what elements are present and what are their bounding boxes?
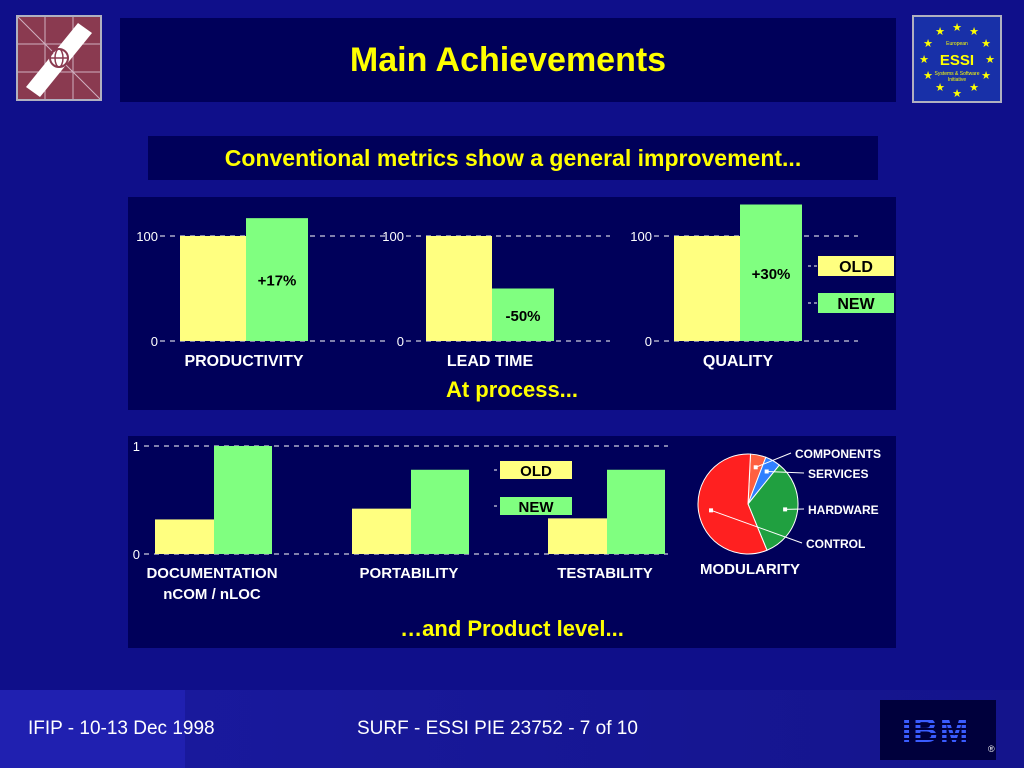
ifip-logo-graphic bbox=[17, 16, 101, 100]
bar-new bbox=[492, 288, 554, 341]
essi-logo-mark: ESSI bbox=[940, 52, 974, 69]
essi-logo-line4: Initiative bbox=[948, 77, 967, 83]
process-panel: 100 0 +17% PRODUCTIVITY 100 0 -50% LEAD TIME 100… bbox=[128, 197, 896, 410]
pie-anchor-dot bbox=[783, 507, 788, 512]
category-label: TESTABILITY bbox=[557, 565, 653, 582]
svg-text:★: ★ bbox=[952, 22, 962, 34]
legend-new-label: NEW bbox=[837, 296, 875, 313]
bar-new bbox=[740, 204, 802, 341]
svg-text:★: ★ bbox=[919, 54, 929, 66]
pie-slice-label: COMPONENTS bbox=[795, 447, 881, 461]
bar-old bbox=[548, 518, 607, 554]
svg-text:★: ★ bbox=[935, 82, 945, 94]
ytick-label: 0 bbox=[645, 334, 652, 349]
svg-text:★: ★ bbox=[985, 54, 995, 66]
svg-text:★: ★ bbox=[923, 38, 933, 50]
svg-text:★: ★ bbox=[981, 38, 991, 50]
legend-new-swatch bbox=[818, 293, 894, 313]
legend-old-swatch bbox=[818, 256, 894, 276]
product-panel: 1 0 DOCUMENTATION nCOM / nLOC PORTABILITY TES… bbox=[128, 436, 896, 648]
ytick-label: 0 bbox=[151, 334, 158, 349]
category-label: PORTABILITY bbox=[360, 565, 459, 582]
process-chart: 100 0 +17% PRODUCTIVITY 100 0 -50% LEAD TIME 100… bbox=[136, 204, 894, 370]
svg-text:★: ★ bbox=[923, 70, 933, 82]
subtitle: Conventional metrics show a general impr… bbox=[148, 136, 878, 180]
category-label: QUALITY bbox=[703, 353, 774, 370]
essi-logo: ★ ★ ★ ★ ★ ★ ★ ★ ★ ★ ★ ★ European ESSI Systems & … bbox=[912, 15, 1002, 103]
bar-old bbox=[674, 236, 740, 341]
ytick-label: 100 bbox=[382, 229, 404, 244]
pie-leader-line bbox=[766, 470, 805, 474]
footer-conference: IFIP - 10-13 Dec 1998 bbox=[28, 718, 215, 739]
svg-text:★: ★ bbox=[952, 88, 962, 100]
process-caption: At process... bbox=[445, 377, 579, 402]
pie-anchor-dot bbox=[764, 469, 769, 474]
essi-logo-line1: European bbox=[946, 41, 968, 47]
pie-anchor-dot bbox=[709, 508, 714, 513]
essi-logo-line3: Systems & Software bbox=[934, 71, 979, 77]
bar-old bbox=[426, 236, 492, 341]
footer-left-block bbox=[0, 690, 185, 768]
legend-old-label: OLD bbox=[520, 463, 552, 480]
category-sublabel: nCOM / nLOC bbox=[163, 586, 261, 603]
ytick-label: 100 bbox=[630, 229, 652, 244]
bar-new bbox=[411, 469, 469, 554]
pie-slice-label: SERVICES bbox=[808, 467, 868, 481]
ytick-label: 0 bbox=[133, 547, 140, 562]
bar-old bbox=[352, 508, 411, 554]
title-box: Main Achievements bbox=[120, 18, 896, 102]
category-label: DOCUMENTATION bbox=[146, 565, 277, 582]
footer-project: SURF - ESSI PIE 23752 - 7 of 10 bbox=[357, 718, 638, 739]
ytick-label: 1 bbox=[133, 439, 140, 454]
bar-data-label: +17% bbox=[258, 273, 297, 290]
category-label: PRODUCTIVITY bbox=[184, 353, 303, 370]
product-caption: …and Product level... bbox=[400, 616, 624, 641]
bar-data-label: +30% bbox=[752, 266, 791, 283]
bar-data-label: -50% bbox=[505, 308, 540, 325]
product-chart: 1 0 DOCUMENTATION nCOM / nLOC PORTABILITY TES… bbox=[133, 439, 881, 603]
pie-slice bbox=[697, 453, 768, 555]
ibm-logo-text: IBM bbox=[902, 712, 970, 750]
pie-leader-line bbox=[755, 452, 792, 468]
registered-icon: ® bbox=[988, 744, 995, 754]
legend-new-swatch bbox=[500, 497, 572, 515]
essi-logo-graphic: ★ ★★ ★★★ ★★★ ★★★ European ESSI Systems & … bbox=[914, 17, 1000, 101]
legend-new-label: NEW bbox=[519, 499, 555, 516]
pie-slice-label: HARDWARE bbox=[808, 503, 879, 517]
ibm-logo-graphic: IBM ® bbox=[890, 712, 995, 754]
legend-old-swatch bbox=[500, 461, 572, 479]
bar-new bbox=[246, 218, 308, 341]
bar-old bbox=[180, 236, 246, 341]
pie-leader-line bbox=[710, 509, 803, 544]
ibm-logo: IBM ® bbox=[880, 700, 996, 760]
ifip-logo bbox=[16, 15, 102, 101]
category-label: LEAD TIME bbox=[447, 353, 534, 370]
ytick-label: 0 bbox=[397, 334, 404, 349]
legend-old-label: OLD bbox=[839, 259, 873, 276]
star-ring-icon: ★ ★★ ★★★ ★★★ ★★★ bbox=[919, 22, 995, 100]
bar-new bbox=[214, 446, 272, 554]
pie-slice-label: CONTROL bbox=[806, 537, 865, 551]
svg-text:★: ★ bbox=[969, 82, 979, 94]
pie-anchor-dot bbox=[753, 465, 758, 470]
svg-text:★: ★ bbox=[981, 70, 991, 82]
svg-text:★: ★ bbox=[935, 26, 945, 38]
bar-new bbox=[607, 469, 665, 554]
svg-text:★: ★ bbox=[969, 26, 979, 38]
bar-old bbox=[155, 519, 214, 554]
ytick-label: 100 bbox=[136, 229, 158, 244]
slide-title: Main Achievements bbox=[349, 40, 667, 79]
pie-title: MODULARITY bbox=[700, 561, 800, 578]
